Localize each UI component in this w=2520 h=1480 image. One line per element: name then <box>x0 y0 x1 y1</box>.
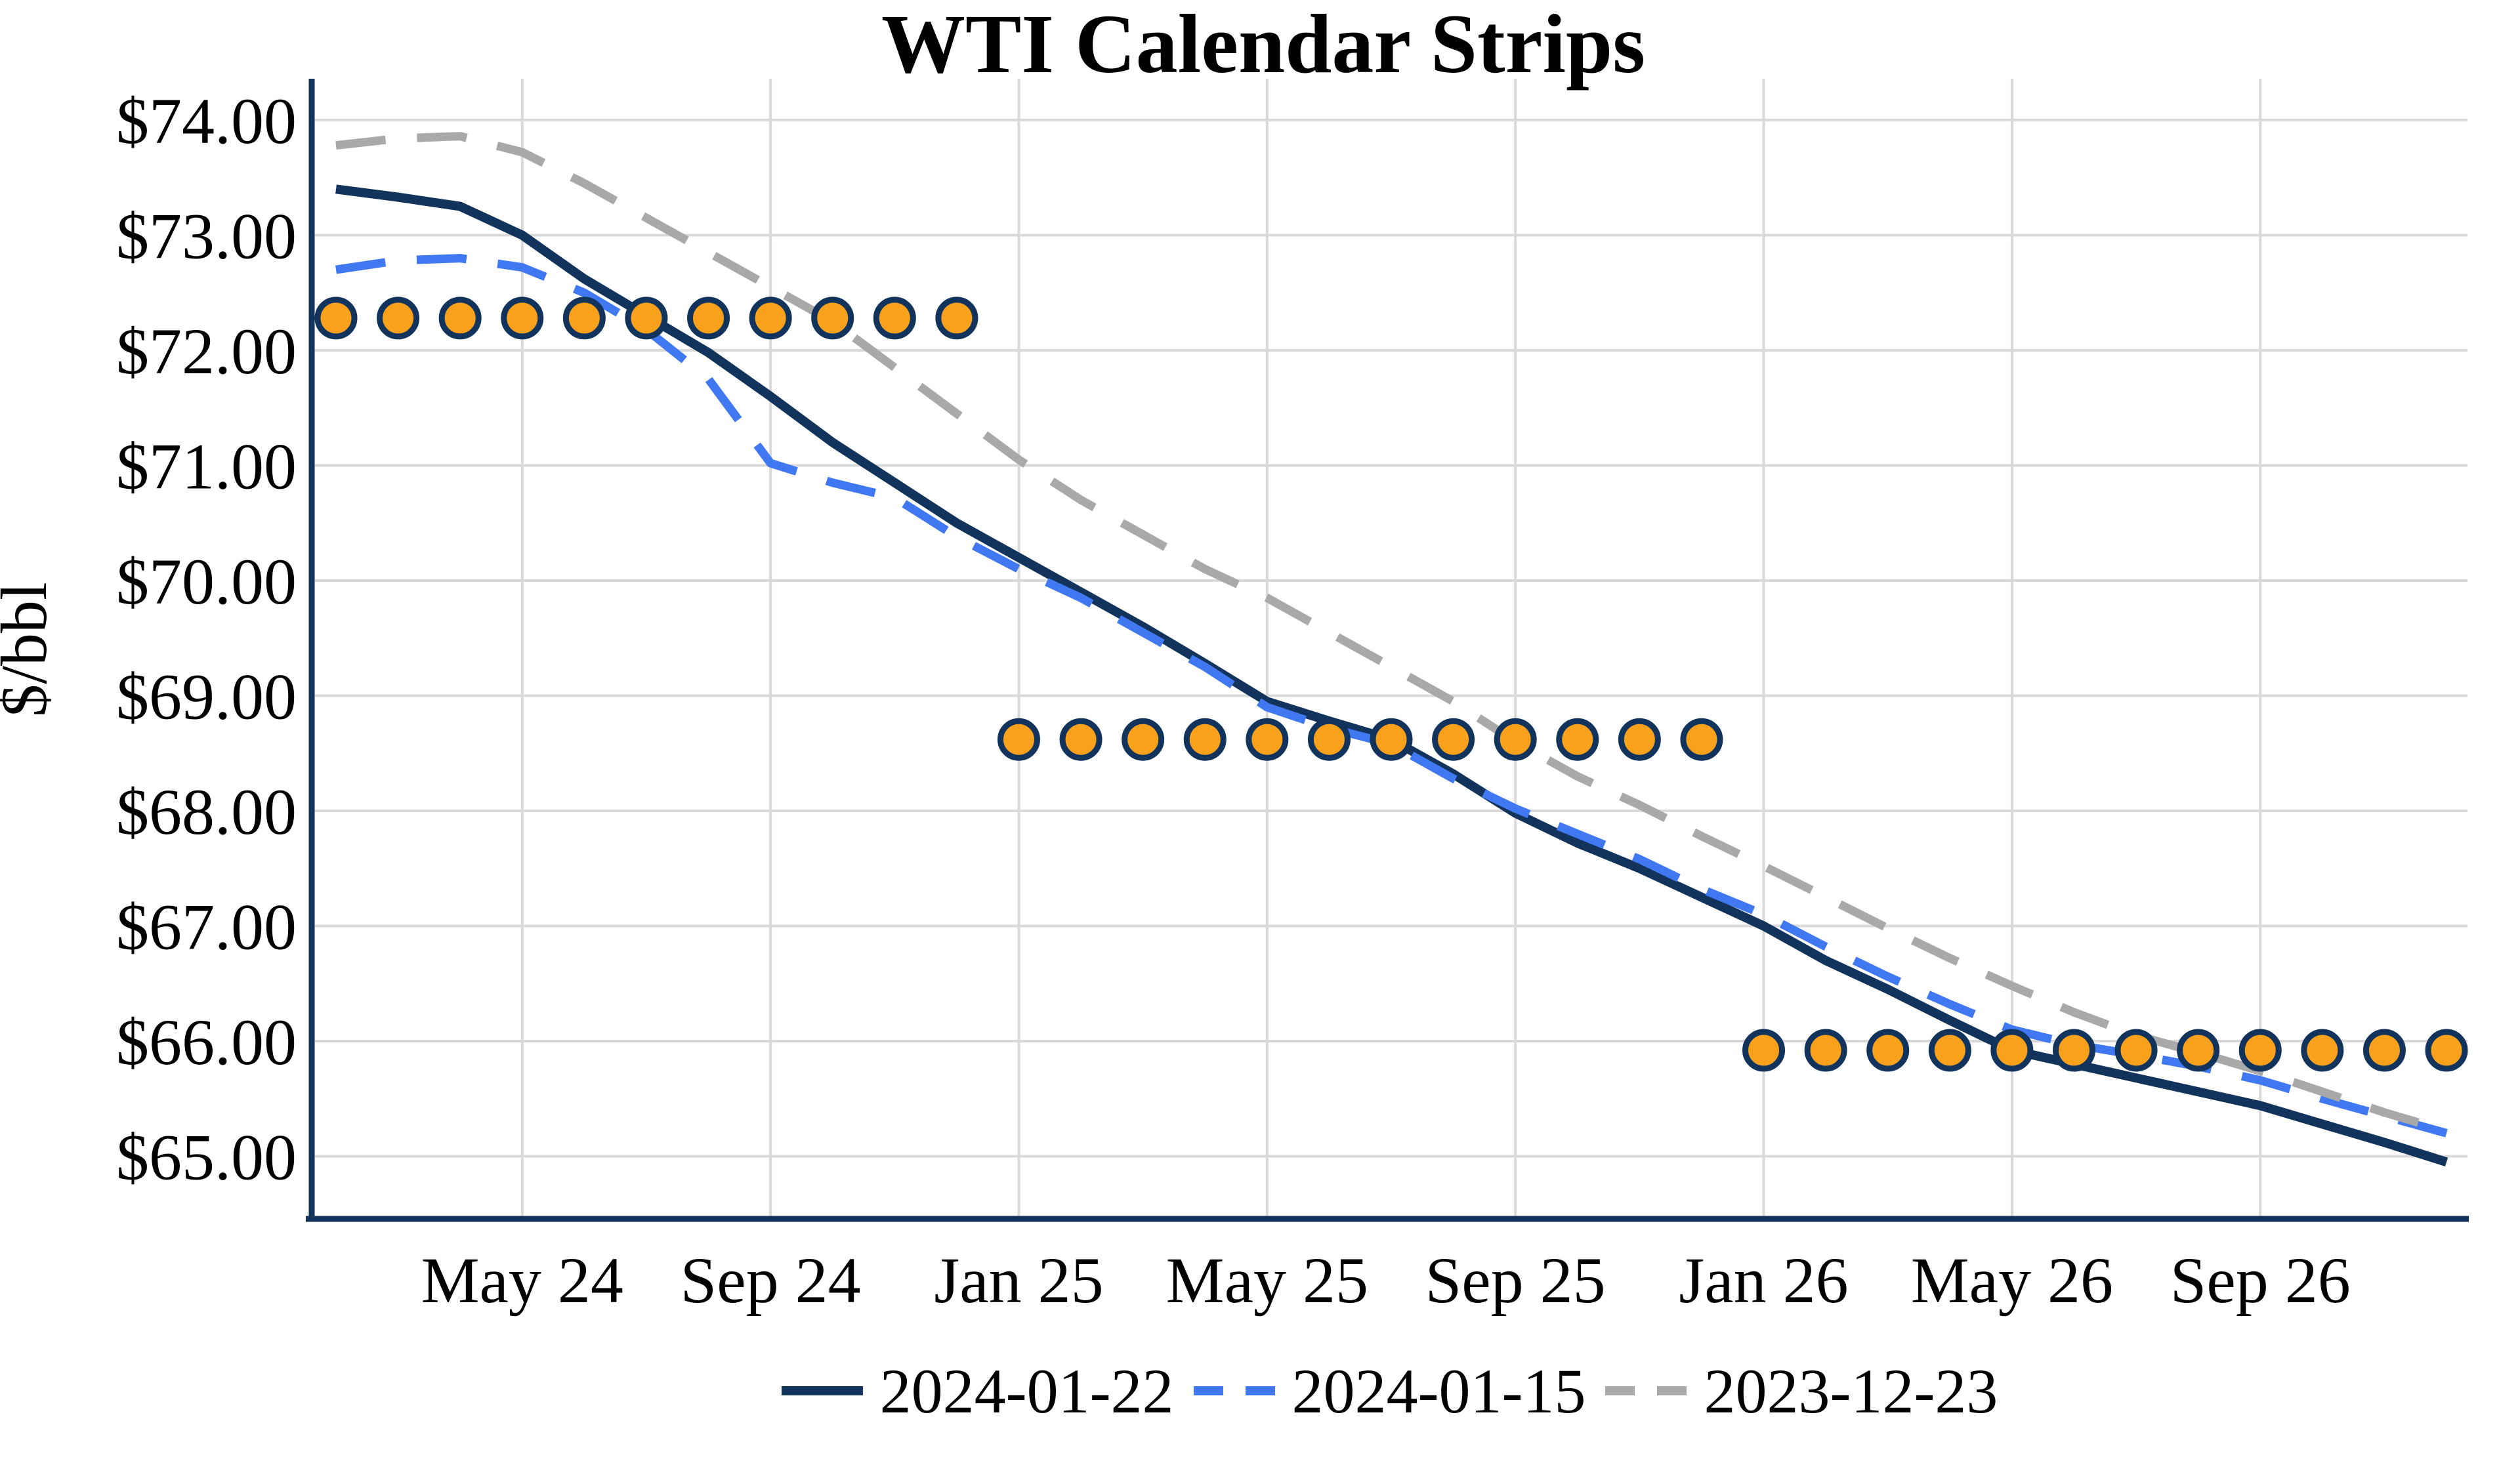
strip-marker-dot <box>749 297 792 340</box>
strip-marker-dot <box>1122 718 1165 761</box>
legend-label: 2024-01-22 <box>879 1355 1174 1426</box>
strip-marker-dot <box>1742 1029 1786 1072</box>
strip-marker-dot <box>2114 1029 2158 1072</box>
strip-marker-dot <box>501 297 544 340</box>
legend-swatch-dashed-line <box>1193 1386 1275 1395</box>
strip-marker-dot <box>2238 1029 2282 1072</box>
y-tick-label-66: $66.00 <box>116 1006 297 1079</box>
strip-marker-dot <box>1432 718 1475 761</box>
x-tick-label-sep-26: Sep 26 <box>2170 1244 2351 1317</box>
strip-marker-dot <box>1307 718 1351 761</box>
strip-marker-dot <box>1618 718 1661 761</box>
strip-marker-dot <box>997 718 1040 761</box>
legend-item-2023-12-23[interactable]: 2023-12-23 <box>1605 1355 1998 1428</box>
strip-marker-dot <box>314 297 358 340</box>
strip-marker-dot <box>1928 1029 1971 1072</box>
x-tick-label-jan-25: Jan 25 <box>934 1244 1103 1317</box>
legend-swatch-solid-line <box>781 1386 863 1395</box>
strip-marker-dot <box>1680 718 1723 761</box>
strip-marker-dot <box>1059 718 1102 761</box>
legend-label: 2024-01-15 <box>1292 1355 1586 1426</box>
y-tick-label-71: $71.00 <box>116 430 297 503</box>
legend-item-2024-01-22[interactable]: 2024-01-22 <box>781 1355 1174 1428</box>
strip-marker-dot <box>811 297 854 340</box>
y-tick-label-74: $74.00 <box>116 85 297 157</box>
y-tick-label-65: $65.00 <box>116 1121 297 1194</box>
y-tick-label-67: $67.00 <box>116 891 297 964</box>
legend-label: 2023-12-23 <box>1704 1355 1998 1426</box>
strip-marker-dot <box>377 297 420 340</box>
plot-area: $65.00 $66.00 $67.00 $68.00 $69.00 $70.00 $71.… <box>116 79 2469 1317</box>
x-tick-label-sep-25: Sep 25 <box>1425 1244 1606 1317</box>
y-tick-label-68: $68.00 <box>116 775 297 848</box>
strip-marker-dot <box>1990 1029 2034 1072</box>
strip-marker-dot <box>1183 718 1227 761</box>
strip-marker-dot <box>687 297 730 340</box>
x-tick-label-sep-24: Sep 24 <box>681 1244 861 1317</box>
legend: 2024-01-22 2024-01-15 2023-12-23 <box>312 1346 2468 1435</box>
strip-marker-dot <box>625 297 668 340</box>
y-axis-title: $/bbl <box>0 582 60 717</box>
strip-marker-dot <box>2177 1029 2220 1072</box>
y-tick-label-72: $72.00 <box>116 315 297 388</box>
strip-marker-dot <box>2301 1029 2344 1072</box>
strip-marker-dot <box>562 297 606 340</box>
series-line-2023-12-23 <box>335 132 2448 1136</box>
x-tick-label-may-25: May 25 <box>1166 1244 1368 1317</box>
strip-marker-dot <box>1556 718 1599 761</box>
y-tick-label-73: $73.00 <box>116 200 297 273</box>
strip-marker-dot <box>935 297 978 340</box>
strip-marker-dot <box>2052 1029 2095 1072</box>
x-tick-label-may-24: May 24 <box>421 1244 623 1317</box>
strip-marker-dot <box>1246 718 1289 761</box>
legend-item-2024-01-15[interactable]: 2024-01-15 <box>1193 1355 1586 1428</box>
y-tick-label-69: $69.00 <box>116 661 297 733</box>
x-tick-label-may-26: May 26 <box>1911 1244 2113 1317</box>
strip-marker-dot <box>1866 1029 1910 1072</box>
strip-marker-dot <box>1804 1029 1847 1072</box>
x-tick-label-jan-26: Jan 26 <box>1679 1244 1848 1317</box>
strip-marker-dot <box>2425 1029 2468 1072</box>
strip-marker-dot <box>1494 718 1537 761</box>
strip-marker-dot <box>873 297 916 340</box>
y-tick-label-70: $70.00 <box>116 545 297 618</box>
chart-title: WTI Calendar Strips <box>881 0 1645 91</box>
strip-marker-dot <box>2362 1029 2406 1072</box>
legend-swatch-dashed-line <box>1605 1386 1687 1395</box>
strip-marker-dot <box>438 297 482 340</box>
strip-marker-dot <box>1370 718 1413 761</box>
